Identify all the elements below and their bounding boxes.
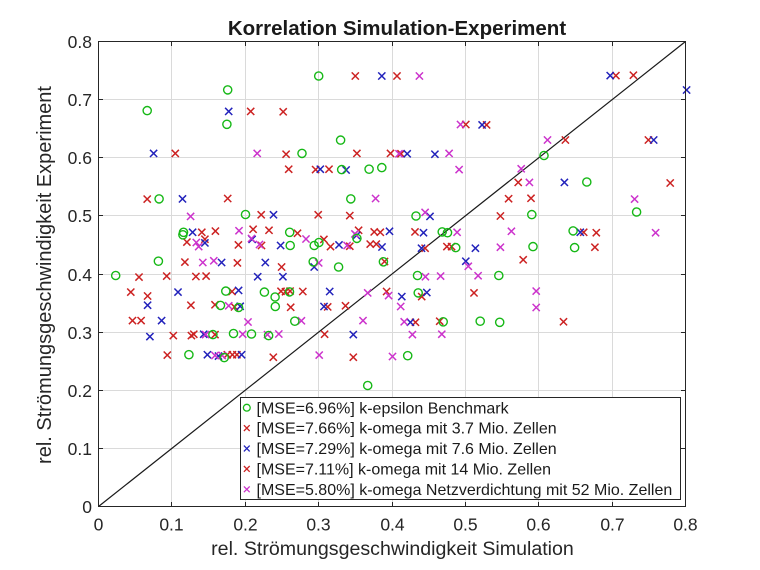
svg-text:0: 0 <box>94 514 104 534</box>
svg-text:0.2: 0.2 <box>233 514 257 534</box>
svg-text:rel. Strömungsgeschwindigkeit: rel. Strömungsgeschwindigkeit Simulation <box>211 538 574 560</box>
svg-text:0.7: 0.7 <box>68 90 92 110</box>
svg-text:0.4: 0.4 <box>380 514 405 534</box>
svg-text:0.6: 0.6 <box>526 514 550 534</box>
svg-text:rel. Strömungsgeschwindigkeit: rel. Strömungsgeschwindigkeit Experiment <box>34 86 56 464</box>
svg-text:[MSE=6.96%] k-epsilon Benchmar: [MSE=6.96%] k-epsilon Benchmark <box>257 400 510 417</box>
svg-text:0.6: 0.6 <box>68 148 92 168</box>
svg-text:0.8: 0.8 <box>673 514 697 534</box>
svg-text:[MSE=7.66%] k-omega mit 3.7 Mi: [MSE=7.66%] k-omega mit 3.7 Mio. Zellen <box>257 421 557 438</box>
svg-text:0.3: 0.3 <box>306 514 330 534</box>
svg-text:0.8: 0.8 <box>68 32 92 52</box>
svg-text:[MSE=7.11%] k-omega mit 14 Mio: [MSE=7.11%] k-omega mit 14 Mio. Zellen <box>257 462 552 479</box>
svg-text:0.5: 0.5 <box>68 206 92 226</box>
svg-text:[MSE=7.29%] k-omega mit 7.6 Mi: [MSE=7.29%] k-omega mit 7.6 Mio. Zellen <box>257 441 557 458</box>
svg-text:0.4: 0.4 <box>68 265 93 285</box>
svg-text:Korrelation Simulation-Experim: Korrelation Simulation-Experiment <box>228 17 566 40</box>
svg-text:0.1: 0.1 <box>68 439 92 459</box>
svg-text:0.7: 0.7 <box>600 514 624 534</box>
svg-text:0.5: 0.5 <box>453 514 477 534</box>
svg-text:0.3: 0.3 <box>68 323 92 343</box>
svg-text:0.1: 0.1 <box>159 514 183 534</box>
svg-text:0: 0 <box>82 497 92 517</box>
svg-text:[MSE=5.80%] k-omega Netzverdic: [MSE=5.80%] k-omega Netzverdichtung mit … <box>257 482 673 499</box>
svg-text:0.2: 0.2 <box>68 381 92 401</box>
